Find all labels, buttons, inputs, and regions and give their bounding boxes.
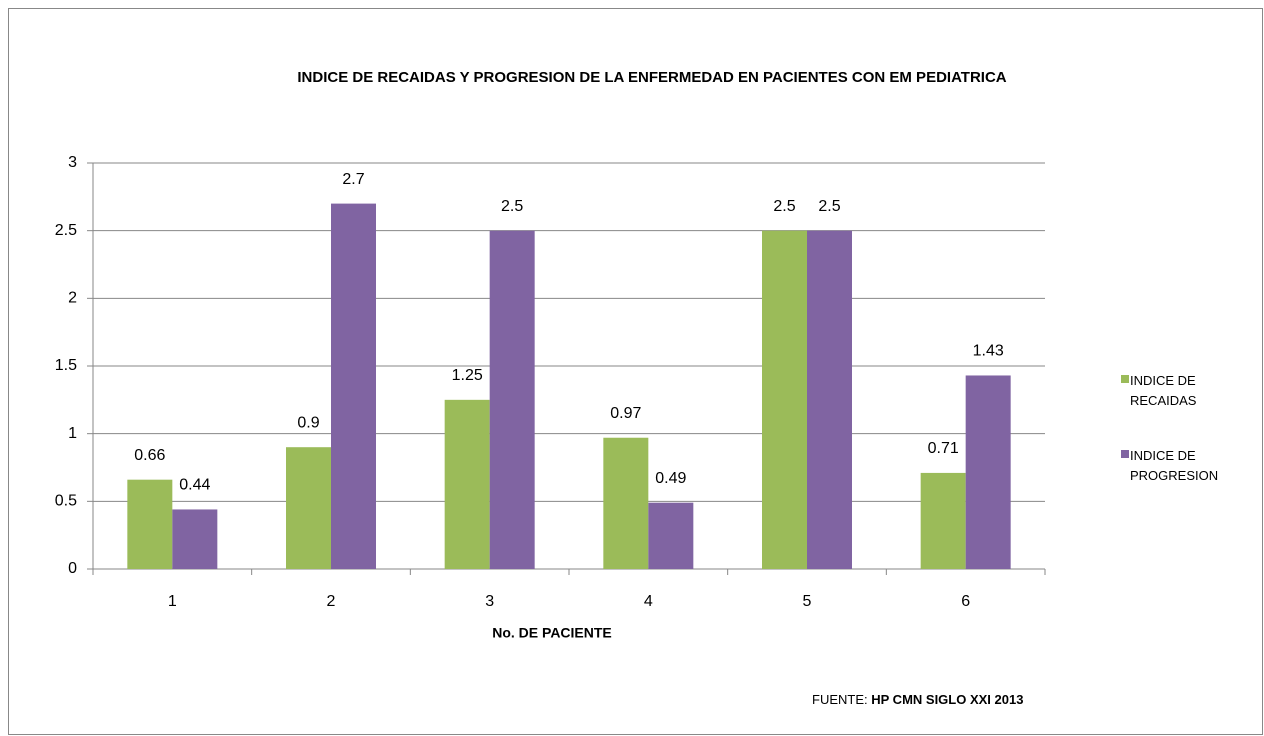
bar	[331, 203, 376, 569]
y-tick-label: 3	[68, 154, 77, 171]
value-label: 0.66	[134, 447, 165, 464]
bar	[807, 230, 852, 569]
source-text: HP CMN SIGLO XXI 2013	[871, 692, 1024, 707]
legend-label: INDICE DE RECAIDAS	[1130, 373, 1197, 408]
value-label: 2.5	[501, 198, 523, 215]
value-label: 0.44	[179, 477, 210, 494]
source: FUENTE: HP CMN SIGLO XXI 2013	[812, 692, 1023, 707]
bar	[489, 230, 535, 569]
bar	[920, 472, 966, 569]
value-label: 2.5	[818, 198, 840, 215]
chart-border	[8, 8, 1263, 735]
value-label: 0.97	[610, 405, 641, 422]
legend-swatch	[1121, 375, 1129, 383]
bar	[648, 502, 694, 569]
y-tick-label: 1.5	[55, 357, 77, 374]
chart-title: INDICE DE RECAIDAS Y PROGRESION DE LA EN…	[297, 69, 1006, 86]
x-tick-label: 1	[168, 593, 177, 610]
value-label: 2.5	[773, 198, 795, 215]
x-tick-label: 6	[961, 593, 970, 610]
value-label: 1.43	[973, 343, 1004, 360]
bar	[127, 479, 173, 569]
value-label: 1.25	[452, 367, 483, 384]
value-label: 2.7	[342, 171, 364, 188]
y-tick-label: 1	[68, 425, 77, 442]
y-tick-label: 0.5	[55, 493, 77, 510]
legend-swatch	[1121, 450, 1129, 458]
x-tick-label: 2	[327, 593, 336, 610]
value-label: 0.9	[297, 414, 319, 431]
y-tick-label: 0	[68, 560, 77, 577]
value-label: 0.71	[928, 440, 959, 457]
legend-label: INDICE DE PROGRESION	[1130, 448, 1219, 483]
bar	[172, 509, 218, 569]
y-tick-label: 2.5	[55, 222, 77, 239]
bar	[603, 437, 649, 569]
bar	[965, 375, 1011, 569]
bar	[762, 230, 807, 569]
bar	[444, 399, 490, 569]
x-axis-label: No. DE PACIENTE	[492, 625, 612, 641]
x-tick-label: 5	[803, 593, 812, 610]
value-label: 0.49	[655, 470, 686, 487]
source-label: FUENTE:	[812, 692, 868, 707]
y-tick-label: 2	[68, 290, 77, 307]
x-tick-label: 4	[644, 593, 653, 610]
bar	[286, 447, 331, 569]
x-tick-label: 3	[485, 593, 494, 610]
